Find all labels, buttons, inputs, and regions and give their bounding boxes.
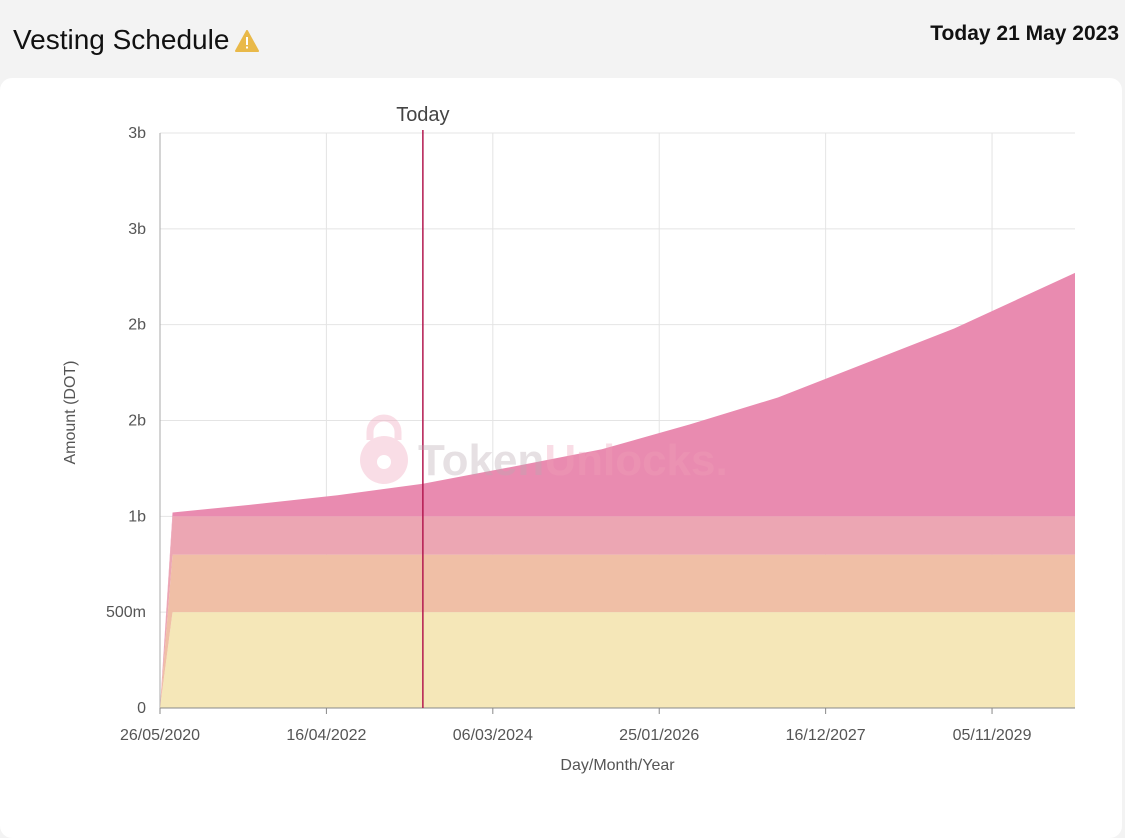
vesting-chart: 0 500m 1b 2b 2b 3b 3b 26/05/2020 16/04/2022 06/03… — [62, 104, 1075, 774]
watermark-text-unlocks: Unlocks. — [544, 436, 727, 485]
y-tick-label: 1b — [128, 508, 146, 525]
x-tick-label: 05/11/2029 — [953, 727, 1032, 744]
page-title: Vesting Schedule — [13, 24, 260, 56]
area-series-1 — [160, 612, 1075, 708]
x-tick-label: 26/05/2020 — [120, 727, 200, 744]
y-tick-label: 2b — [128, 317, 146, 334]
y-tick-label: 0 — [137, 700, 146, 717]
x-tick-label: 06/03/2024 — [453, 727, 533, 744]
x-tick-label: 25/01/2026 — [619, 727, 699, 744]
svg-text:TokenUnlocks.: TokenUnlocks. — [418, 436, 728, 485]
x-tick-label: 16/04/2022 — [286, 727, 366, 744]
y-tick-label: 3b — [128, 221, 146, 238]
area-series-3 — [160, 516, 1075, 708]
page-title-text: Vesting Schedule — [13, 24, 230, 55]
watermark: TokenUnlocks. — [360, 414, 728, 485]
today-date-label: Today 21 May 2023 — [930, 22, 1119, 45]
warning-icon[interactable] — [235, 30, 260, 52]
x-axis-title: Day/Month/Year — [560, 757, 675, 774]
lock-icon — [360, 414, 408, 484]
chart-card: 0 500m 1b 2b 2b 3b 3b 26/05/2020 16/04/2022 06/03… — [0, 78, 1122, 838]
watermark-text-token: Token — [418, 436, 544, 485]
today-marker-label: Today — [396, 104, 449, 126]
y-tick-label: 2b — [128, 413, 146, 430]
x-tick-label: 16/12/2027 — [786, 727, 866, 744]
y-tick-label: 3b — [128, 125, 146, 142]
y-tick-label: 500m — [106, 604, 146, 621]
area-series-4 — [160, 272, 1075, 708]
y-axis-title: Amount (DOT) — [62, 360, 79, 464]
area-series-2 — [160, 554, 1075, 708]
